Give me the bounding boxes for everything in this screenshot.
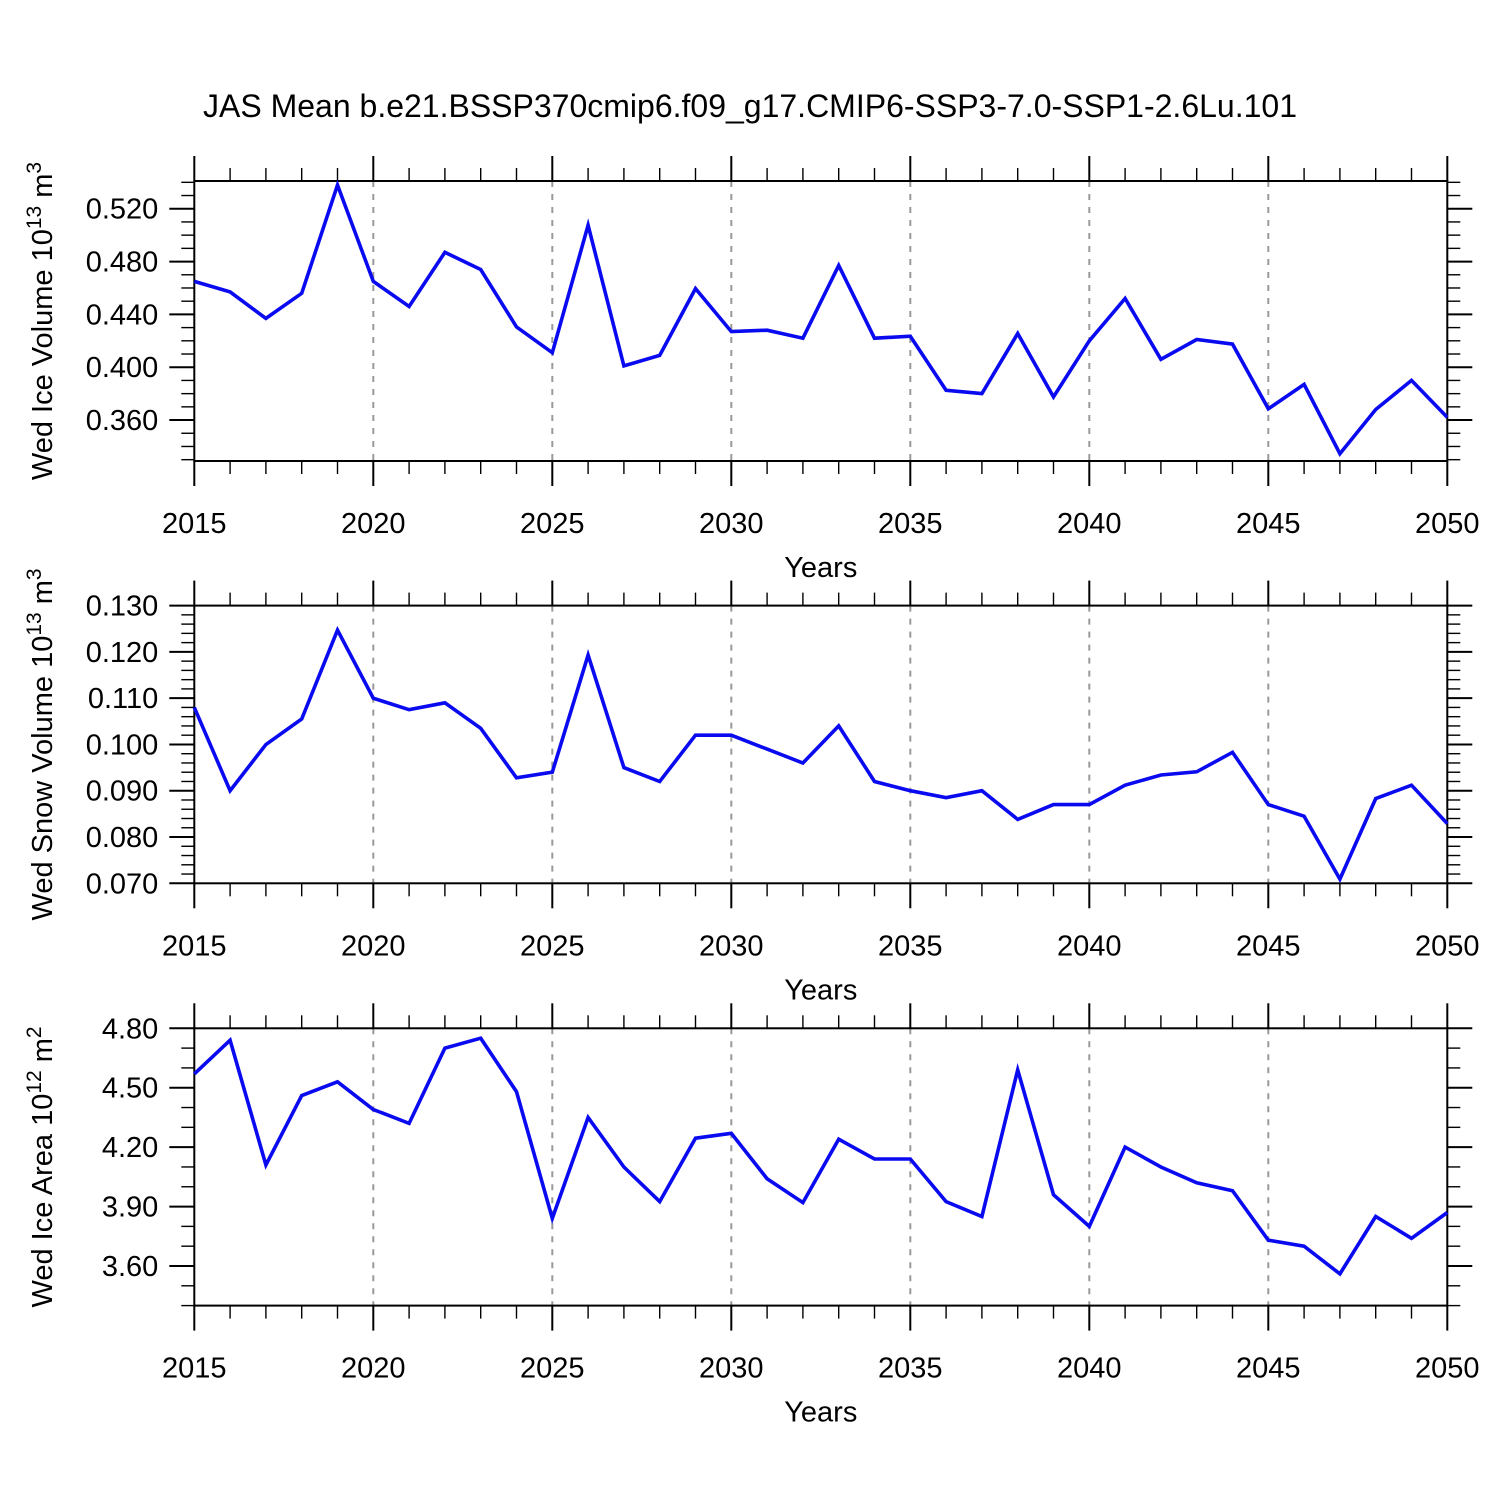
x-axis-title: Years bbox=[784, 974, 857, 1006]
x-tick-label: 2045 bbox=[1236, 1353, 1301, 1385]
y-tick-label: 0.480 bbox=[86, 247, 159, 279]
x-tick-label: 2050 bbox=[1415, 1353, 1480, 1385]
x-axis-title: Years bbox=[784, 1397, 857, 1429]
x-tick-label: 2030 bbox=[699, 930, 764, 962]
x-tick-label: 2035 bbox=[878, 930, 943, 962]
plot-box bbox=[193, 1027, 1449, 1307]
x-tick-label: 2040 bbox=[1057, 508, 1122, 540]
plot-box bbox=[193, 604, 1449, 885]
data-line-wed-ice-area bbox=[193, 1036, 1449, 1277]
y-tick-label: 0.520 bbox=[86, 194, 159, 226]
y-axis-title: Wed Ice Volume 1013 m3 bbox=[23, 162, 59, 480]
x-tick-label: 2035 bbox=[878, 508, 943, 540]
x-tick-label: 2020 bbox=[341, 930, 406, 962]
x-tick-label: 2015 bbox=[162, 930, 227, 962]
chart-title: JAS Mean b.e21.BSSP370cmip6.f09_g17.CMIP… bbox=[203, 88, 1297, 124]
y-tick-label: 4.80 bbox=[102, 1013, 158, 1045]
panel-wed-ice-area: 3.60 3.90 4.20 4.50 4.80 2015 2020 2025 2030 2035… bbox=[23, 1003, 1480, 1429]
x-tick-label: 2025 bbox=[520, 930, 585, 962]
plot-box bbox=[193, 180, 1449, 462]
y-tick-label: 0.120 bbox=[86, 637, 159, 669]
x-tick-label: 2040 bbox=[1057, 930, 1122, 962]
y-axis-title: Wed Ice Area 1012 m2 bbox=[23, 1026, 59, 1307]
data-line-wed-snow-volume bbox=[192, 625, 1449, 884]
y-tick-label: 4.20 bbox=[102, 1132, 158, 1164]
y-tick-label: 0.090 bbox=[86, 776, 159, 808]
x-tick-label: 2035 bbox=[878, 1353, 943, 1385]
y-tick-label: 0.440 bbox=[86, 299, 159, 331]
panel-wed-ice-volume: 0.360 0.400 0.440 0.480 0.520 2015 2020 2025 203… bbox=[23, 156, 1480, 584]
y-tick-label: 3.90 bbox=[102, 1192, 158, 1224]
y-tick-label: 0.110 bbox=[88, 683, 158, 715]
data-line-wed-ice-volume bbox=[193, 179, 1449, 457]
y-tick-label: 0.400 bbox=[86, 352, 159, 384]
x-tick-label: 2030 bbox=[699, 508, 764, 540]
y-tick-label: 3.60 bbox=[102, 1251, 158, 1283]
y-tick-label: 0.100 bbox=[86, 729, 159, 761]
x-tick-label: 2030 bbox=[699, 1353, 764, 1385]
x-tick-label: 2020 bbox=[341, 1353, 406, 1385]
x-tick-label: 2040 bbox=[1057, 1353, 1122, 1385]
y-tick-label: 0.360 bbox=[86, 405, 159, 437]
x-tick-label: 2015 bbox=[162, 508, 227, 540]
x-tick-label: 2015 bbox=[162, 1353, 227, 1385]
y-tick-label: 0.070 bbox=[86, 868, 159, 900]
y-tick-label: 0.130 bbox=[86, 591, 159, 623]
x-tick-label: 2025 bbox=[520, 508, 585, 540]
x-tick-label: 2045 bbox=[1236, 930, 1301, 962]
y-tick-label: 0.080 bbox=[86, 822, 159, 854]
x-tick-label: 2050 bbox=[1415, 930, 1480, 962]
panel-wed-snow-volume: 0.070 0.080 0.090 0.100 0.110 0.120 0.130 2015 2… bbox=[23, 568, 1480, 1006]
x-axis-title: Years bbox=[784, 552, 857, 584]
x-tick-label: 2020 bbox=[341, 508, 406, 540]
x-tick-label: 2025 bbox=[520, 1353, 585, 1385]
y-axis-title: Wed Snow Volume 1013 m3 bbox=[23, 568, 59, 920]
x-tick-label: 2045 bbox=[1236, 508, 1301, 540]
y-tick-label: 4.50 bbox=[102, 1073, 158, 1105]
x-tick-label: 2050 bbox=[1415, 508, 1480, 540]
